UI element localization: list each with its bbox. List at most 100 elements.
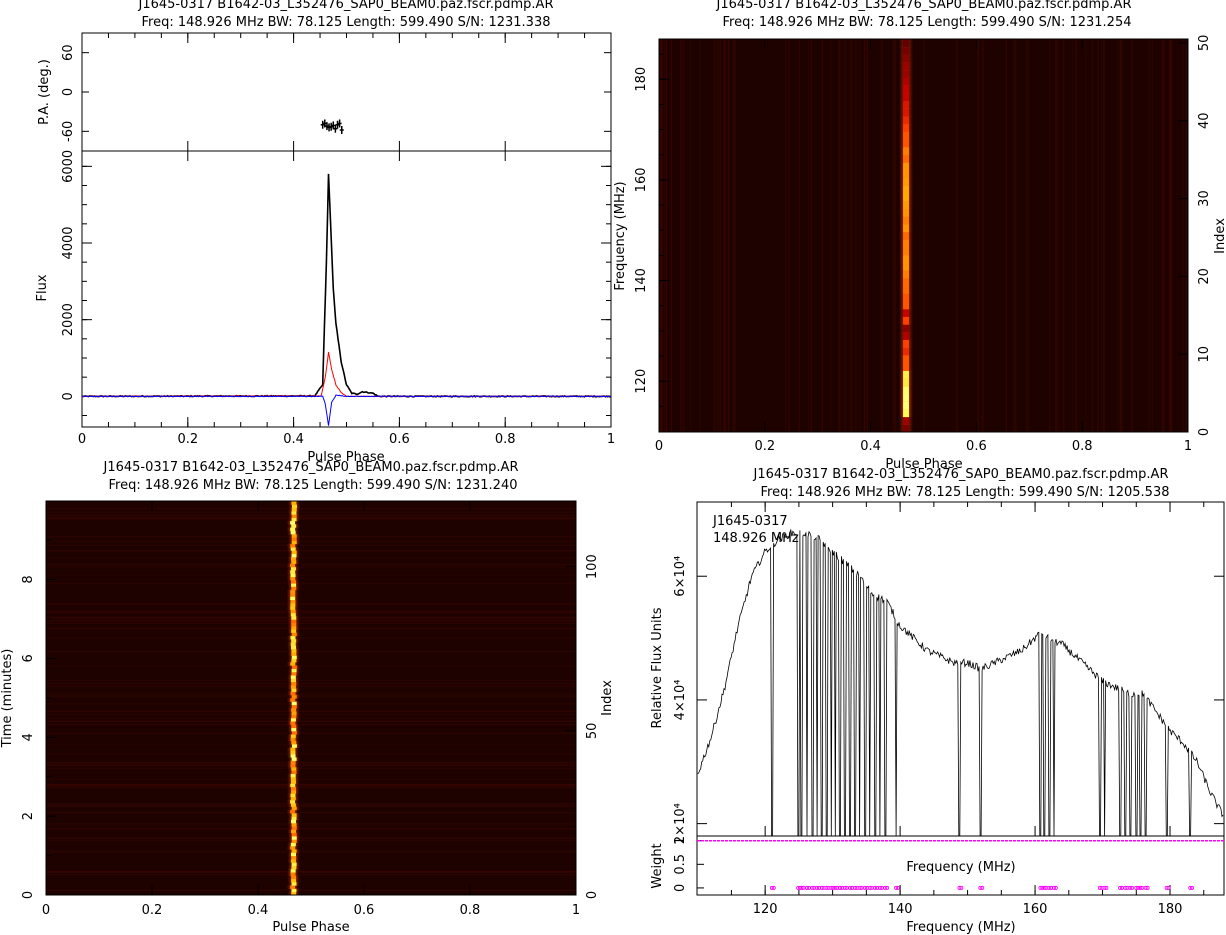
channel-cell — [903, 69, 910, 79]
noise-streak — [982, 39, 984, 432]
subint-cell — [290, 645, 296, 650]
bandpass-ytick-label: 6×10⁴ — [673, 556, 688, 597]
freq-phase-xtick-label: 0.6 — [966, 439, 987, 454]
noise-row — [46, 563, 576, 566]
subint-cell — [290, 684, 296, 689]
channel-cell — [903, 193, 910, 202]
freq-phase-xtick-label: 0.2 — [754, 439, 775, 454]
noise-streak — [894, 39, 897, 432]
freq-phase-ylabel: Frequency (MHz) — [613, 181, 628, 290]
time-phase-xlabel: Pulse Phase — [272, 920, 349, 935]
channel-cell — [903, 385, 910, 394]
noise-row — [46, 665, 576, 667]
noise-row — [46, 610, 576, 612]
weight-zero-point — [957, 885, 962, 890]
subint-cell — [290, 852, 296, 857]
noise-row — [46, 603, 576, 606]
subint-cell — [290, 675, 296, 679]
subint-cell — [291, 862, 297, 866]
weight-zero-point — [769, 885, 774, 890]
time-phase-xtick-label: 0 — [42, 903, 50, 918]
channel-cell — [903, 308, 910, 317]
flux-series-line — [81, 173, 612, 398]
subint-cell — [290, 858, 296, 863]
noise-row — [46, 566, 576, 568]
pa-ylabel: P.A. (deg.) — [37, 59, 52, 125]
subint-cell — [291, 812, 297, 817]
noise-row — [46, 873, 576, 876]
subint-cell — [291, 770, 297, 775]
subint-cell — [290, 783, 296, 788]
subint-cell — [291, 766, 297, 771]
noise-row — [46, 828, 576, 830]
profile-xtick-label: 0.2 — [177, 432, 198, 447]
channel-cell — [903, 408, 910, 418]
weight-ytick-label: 0 — [673, 884, 688, 892]
time-phase-title: J1645-0317 B1642-03_L352476_SAP0_BEAM0.p… — [102, 460, 518, 475]
channel-cell — [903, 277, 910, 287]
weight-zero-point — [885, 885, 890, 890]
profile-xtick-label: 0 — [78, 432, 86, 447]
channel-cell — [903, 347, 910, 356]
weight-zero-point — [877, 885, 882, 890]
noise-streak — [1169, 39, 1171, 432]
weight-frame — [696, 835, 1225, 896]
index2-ytick-label: 50 — [585, 723, 600, 740]
noise-row — [46, 535, 576, 538]
subint-cell — [291, 638, 297, 643]
subint-cell — [290, 569, 296, 574]
flux-ytick-label: 6000 — [61, 150, 76, 183]
noise-row — [46, 617, 576, 619]
noise-streak — [732, 39, 735, 432]
noise-row — [46, 763, 576, 766]
freq-phase-axes: 120 140 160 180 0 10 20 30 40 50 0 0.2 0.4 0.6 0.8 1 — [634, 35, 1212, 454]
subint-cell — [290, 691, 296, 696]
noise-streak — [810, 39, 813, 432]
noise-streak — [727, 39, 730, 432]
channel-cell — [903, 62, 910, 71]
noise-row — [46, 557, 576, 559]
noise-streak — [977, 39, 980, 432]
noise-row — [46, 517, 576, 520]
noise-streak — [679, 39, 682, 432]
weight-zero-point — [804, 885, 809, 890]
noise-streak — [1151, 39, 1154, 432]
channel-cell — [903, 162, 910, 171]
noise-row — [46, 507, 576, 510]
time-phase-xtick-label: 0.2 — [142, 903, 163, 918]
subint-cell — [291, 855, 297, 860]
noise-streak — [1103, 39, 1105, 432]
subint-cell — [291, 507, 297, 512]
noise-streak — [863, 39, 866, 432]
flux-series-line — [82, 351, 612, 398]
freq-phase-subtitle: Freq: 148.926 MHz BW: 78.125 Length: 599… — [722, 15, 1131, 30]
index-ytick-label: 20 — [1197, 268, 1212, 285]
noise-streak — [850, 39, 852, 432]
noise-row — [46, 694, 576, 697]
index2-ytick-label: 100 — [585, 554, 600, 579]
noise-streak — [858, 39, 861, 432]
channel-cell — [903, 39, 910, 48]
weight-zero-point — [863, 885, 868, 890]
subint-cell — [290, 796, 296, 801]
channel-cell — [903, 85, 910, 94]
weight-zero-point — [1128, 885, 1133, 890]
subint-cell — [291, 652, 297, 656]
weight-zero-point — [852, 885, 857, 890]
noise-row — [46, 710, 576, 713]
index-ytick-label: 30 — [1197, 190, 1212, 207]
channel-cell — [903, 223, 910, 233]
subint-cell — [291, 839, 297, 843]
channel-cell — [903, 424, 910, 433]
subint-cell — [291, 789, 297, 794]
subint-cell — [290, 563, 296, 568]
index-ytick-label: 40 — [1197, 112, 1212, 129]
noise-streak — [838, 39, 841, 432]
noise-streak — [1063, 39, 1065, 432]
subint-cell — [291, 707, 297, 712]
profile-xtick-label: 0.6 — [389, 432, 410, 447]
weight-zero-point — [1190, 885, 1195, 890]
weight-zero-point — [1102, 885, 1107, 890]
subint-cell — [291, 826, 297, 830]
noise-row — [46, 805, 576, 807]
